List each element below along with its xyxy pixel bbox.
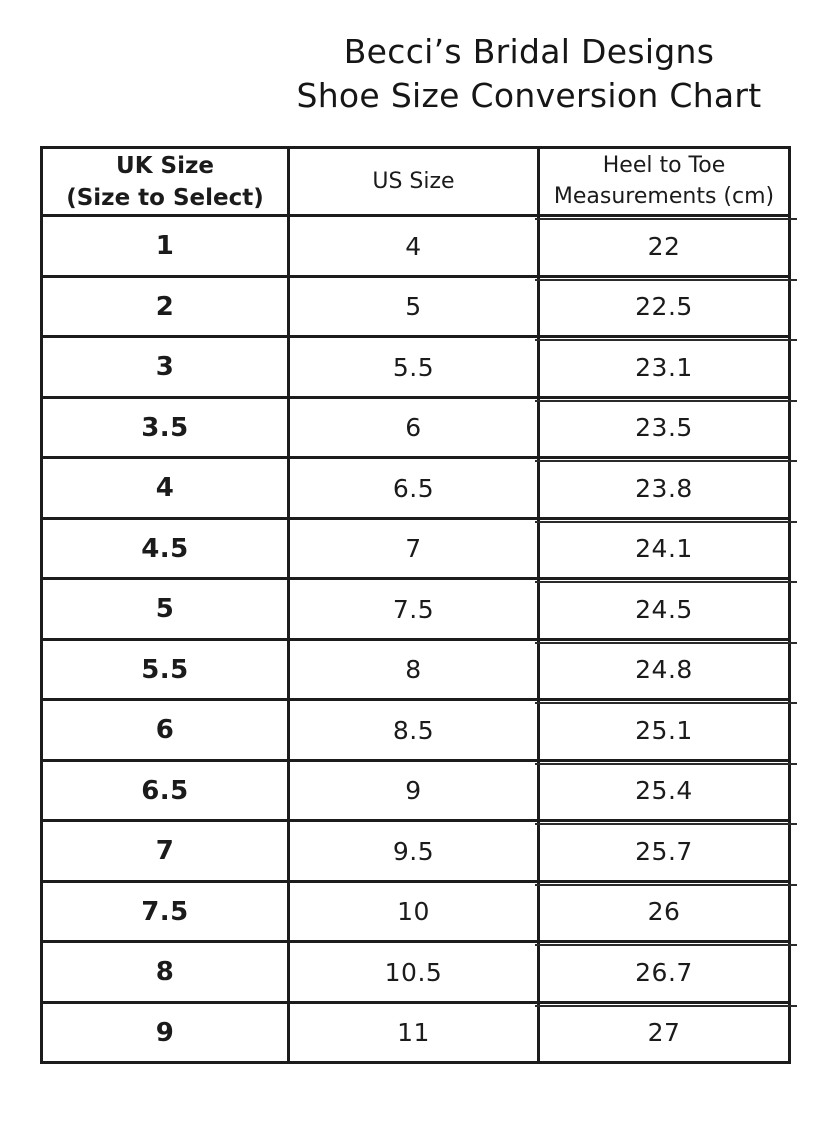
cell-heel-toe-measurement: 27	[536, 1000, 799, 1065]
cell-uk-size: 3	[40, 335, 290, 399]
header-uk-line1: UK Size	[116, 152, 214, 179]
table-row: 4.5 7 24.1	[40, 516, 799, 581]
cell-uk-size: 2	[40, 274, 290, 339]
cell-uk-size: 7	[40, 819, 290, 883]
cell-uk-size: 4	[40, 456, 290, 520]
column-header-uk-size: UK Size (Size to Select)	[40, 146, 290, 218]
cell-us-size: 7.5	[287, 577, 540, 641]
cell-us-size: 5.5	[287, 335, 540, 399]
header-row: UK Size (Size to Select) US Size Heel to…	[40, 146, 791, 218]
scanned-chart-page: Becci’s Bridal Designs Shoe Size Convers…	[0, 30, 818, 1134]
table-row: 6.5 9 25.4	[40, 758, 799, 823]
cell-uk-size: 4.5	[40, 516, 290, 581]
cell-us-size: 4	[287, 214, 540, 278]
table-row: 2 5 22.5	[40, 274, 799, 339]
cell-heel-toe-measurement: 25.4	[536, 758, 799, 823]
cell-us-size: 7	[287, 516, 540, 581]
cell-uk-size: 5.5	[40, 637, 290, 702]
header-cm-line1: Heel to Toe	[602, 153, 726, 179]
cell-heel-toe-measurement: 24.5	[536, 577, 799, 641]
table-row: 6 8.5 25.1	[40, 698, 799, 762]
cell-us-size: 6	[287, 395, 540, 460]
title-subject-line: Shoe Size Conversion Chart	[296, 76, 762, 116]
cell-us-size: 9.5	[287, 819, 540, 883]
page-title: Becci’s Bridal Designs Shoe Size Convers…	[252, 30, 806, 118]
cell-heel-toe-measurement: 23.1	[536, 335, 799, 399]
cell-us-size: 10	[287, 879, 540, 944]
column-header-heel-to-toe: Heel to Toe Measurements (cm)	[537, 146, 791, 218]
table-row: 7 9.5 25.7	[40, 819, 799, 883]
table-header: UK Size (Size to Select) US Size Heel to…	[40, 146, 791, 218]
cell-us-size: 9	[287, 758, 540, 823]
table-row: 8 10.5 26.7	[40, 940, 799, 1004]
table-row: 5 7.5 24.5	[40, 577, 799, 641]
table-row: 5.5 8 24.8	[40, 637, 799, 702]
cell-uk-size: 6	[40, 698, 290, 762]
cell-heel-toe-measurement: 26.7	[536, 940, 799, 1004]
table-row: 7.5 10 26	[40, 879, 799, 944]
title-brand-line: Becci’s Bridal Designs	[343, 32, 715, 71]
cell-uk-size: 7.5	[40, 879, 290, 944]
table-row: 3.5 6 23.5	[40, 395, 799, 460]
cell-uk-size: 3.5	[40, 395, 290, 460]
table-row: 4 6.5 23.8	[40, 456, 799, 520]
cell-heel-toe-measurement: 26	[536, 879, 799, 944]
cell-heel-toe-measurement: 23.8	[536, 456, 799, 520]
cell-us-size: 8	[287, 637, 540, 702]
table-row: 1 4 22	[40, 214, 799, 278]
cell-us-size: 11	[287, 1000, 540, 1065]
cell-heel-toe-measurement: 25.7	[536, 819, 799, 883]
header-cm-line2: Measurements (cm)	[553, 183, 775, 209]
cell-uk-size: 8	[40, 940, 290, 1004]
cell-us-size: 10.5	[287, 940, 540, 1004]
shoe-size-conversion-table: UK Size (Size to Select) US Size Heel to…	[40, 146, 799, 1065]
header-uk-line2: (Size to Select)	[66, 184, 264, 211]
cell-uk-size: 5	[40, 577, 290, 641]
cell-us-size: 8.5	[287, 698, 540, 762]
cell-heel-toe-measurement: 23.5	[536, 395, 799, 460]
cell-uk-size: 1	[40, 214, 290, 278]
cell-uk-size: 6.5	[40, 758, 290, 823]
cell-heel-toe-measurement: 22.5	[536, 274, 799, 339]
cell-heel-toe-measurement: 25.1	[536, 698, 799, 762]
cell-us-size: 6.5	[287, 456, 540, 520]
cell-heel-toe-measurement: 22	[536, 214, 799, 278]
table-row: 3 5.5 23.1	[40, 335, 799, 399]
table-row: 9 11 27	[40, 1000, 799, 1065]
column-header-us-size: US Size	[287, 146, 540, 218]
cell-us-size: 5	[287, 274, 540, 339]
table-body: 1 4 22 2 5 22.5 3 5.5 23.1 3.5 6 23.5 4 …	[40, 214, 799, 1065]
cell-uk-size: 9	[40, 1000, 290, 1065]
cell-heel-toe-measurement: 24.8	[536, 637, 799, 702]
header-us-line1: US Size	[372, 168, 455, 194]
cell-heel-toe-measurement: 24.1	[536, 516, 799, 581]
